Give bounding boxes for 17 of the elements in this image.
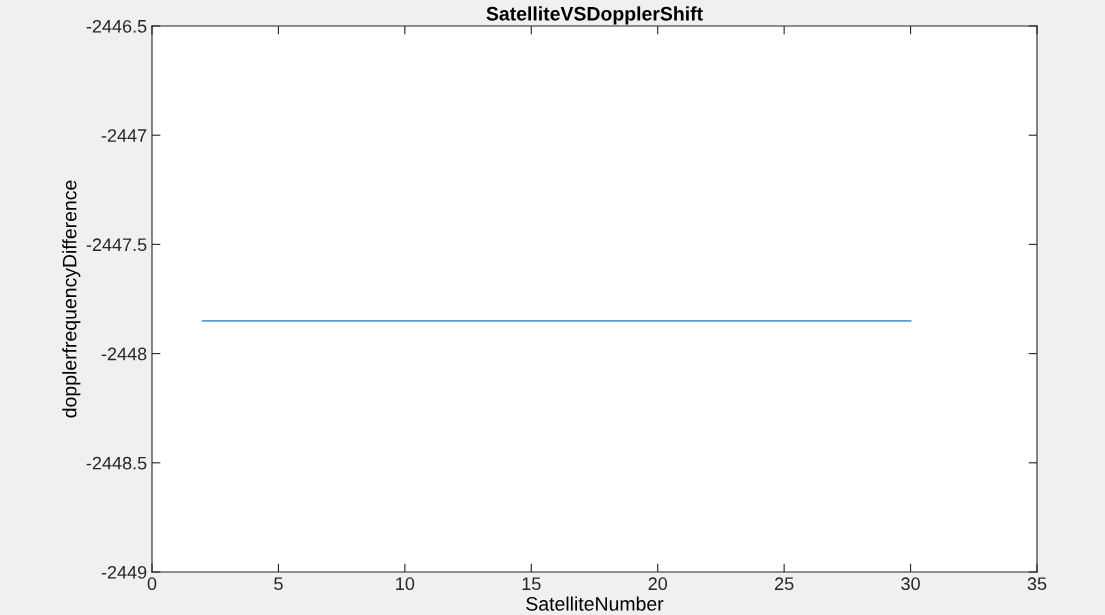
x-tick-label: 5: [274, 577, 283, 591]
x-tick-label: 15: [522, 577, 541, 591]
y-axis-title: dopplerfrequencyDifference: [62, 180, 81, 418]
y-tick-label: -2446.5: [86, 19, 147, 33]
x-tick-label: 30: [901, 577, 920, 591]
y-tick-label: -2448: [101, 347, 147, 361]
y-tick-label: -2447: [101, 129, 147, 142]
x-tick-label: 0: [147, 577, 157, 591]
y-tick-label: -2448.5: [86, 456, 147, 470]
x-tick-label: 35: [1027, 577, 1047, 591]
x-tick-label: 25: [775, 577, 794, 591]
chart-title: SatelliteVSDopplerShift: [486, 6, 703, 25]
x-tick-label: 10: [396, 577, 415, 591]
x-tick-label: 20: [648, 577, 668, 591]
y-tick-label: -2449: [101, 565, 147, 579]
y-tick-label: -2447.5: [86, 238, 147, 252]
x-axis-title: SatelliteNumber: [526, 596, 664, 611]
